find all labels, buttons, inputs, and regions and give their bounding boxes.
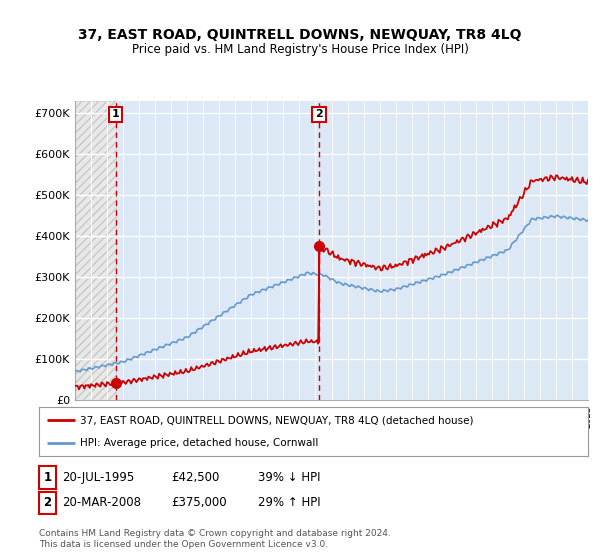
Text: 2: 2 [315, 109, 323, 119]
Text: 29% ↑ HPI: 29% ↑ HPI [258, 496, 320, 510]
Text: 1: 1 [112, 109, 119, 119]
Text: £375,000: £375,000 [171, 496, 227, 510]
Text: HPI: Average price, detached house, Cornwall: HPI: Average price, detached house, Corn… [80, 438, 319, 448]
Text: 37, EAST ROAD, QUINTRELL DOWNS, NEWQUAY, TR8 4LQ (detached house): 37, EAST ROAD, QUINTRELL DOWNS, NEWQUAY,… [80, 416, 473, 426]
Text: 20-MAR-2008: 20-MAR-2008 [62, 496, 141, 510]
Text: Price paid vs. HM Land Registry's House Price Index (HPI): Price paid vs. HM Land Registry's House … [131, 43, 469, 55]
Text: 37, EAST ROAD, QUINTRELL DOWNS, NEWQUAY, TR8 4LQ: 37, EAST ROAD, QUINTRELL DOWNS, NEWQUAY,… [78, 28, 522, 42]
Text: Contains HM Land Registry data © Crown copyright and database right 2024.
This d: Contains HM Land Registry data © Crown c… [39, 529, 391, 549]
Text: 39% ↓ HPI: 39% ↓ HPI [258, 471, 320, 484]
Text: 1: 1 [43, 471, 52, 484]
Text: £42,500: £42,500 [171, 471, 220, 484]
Bar [75, 101, 116, 400]
Text: 2: 2 [43, 496, 52, 510]
Text: 20-JUL-1995: 20-JUL-1995 [62, 471, 134, 484]
Bar [75, 101, 116, 400]
